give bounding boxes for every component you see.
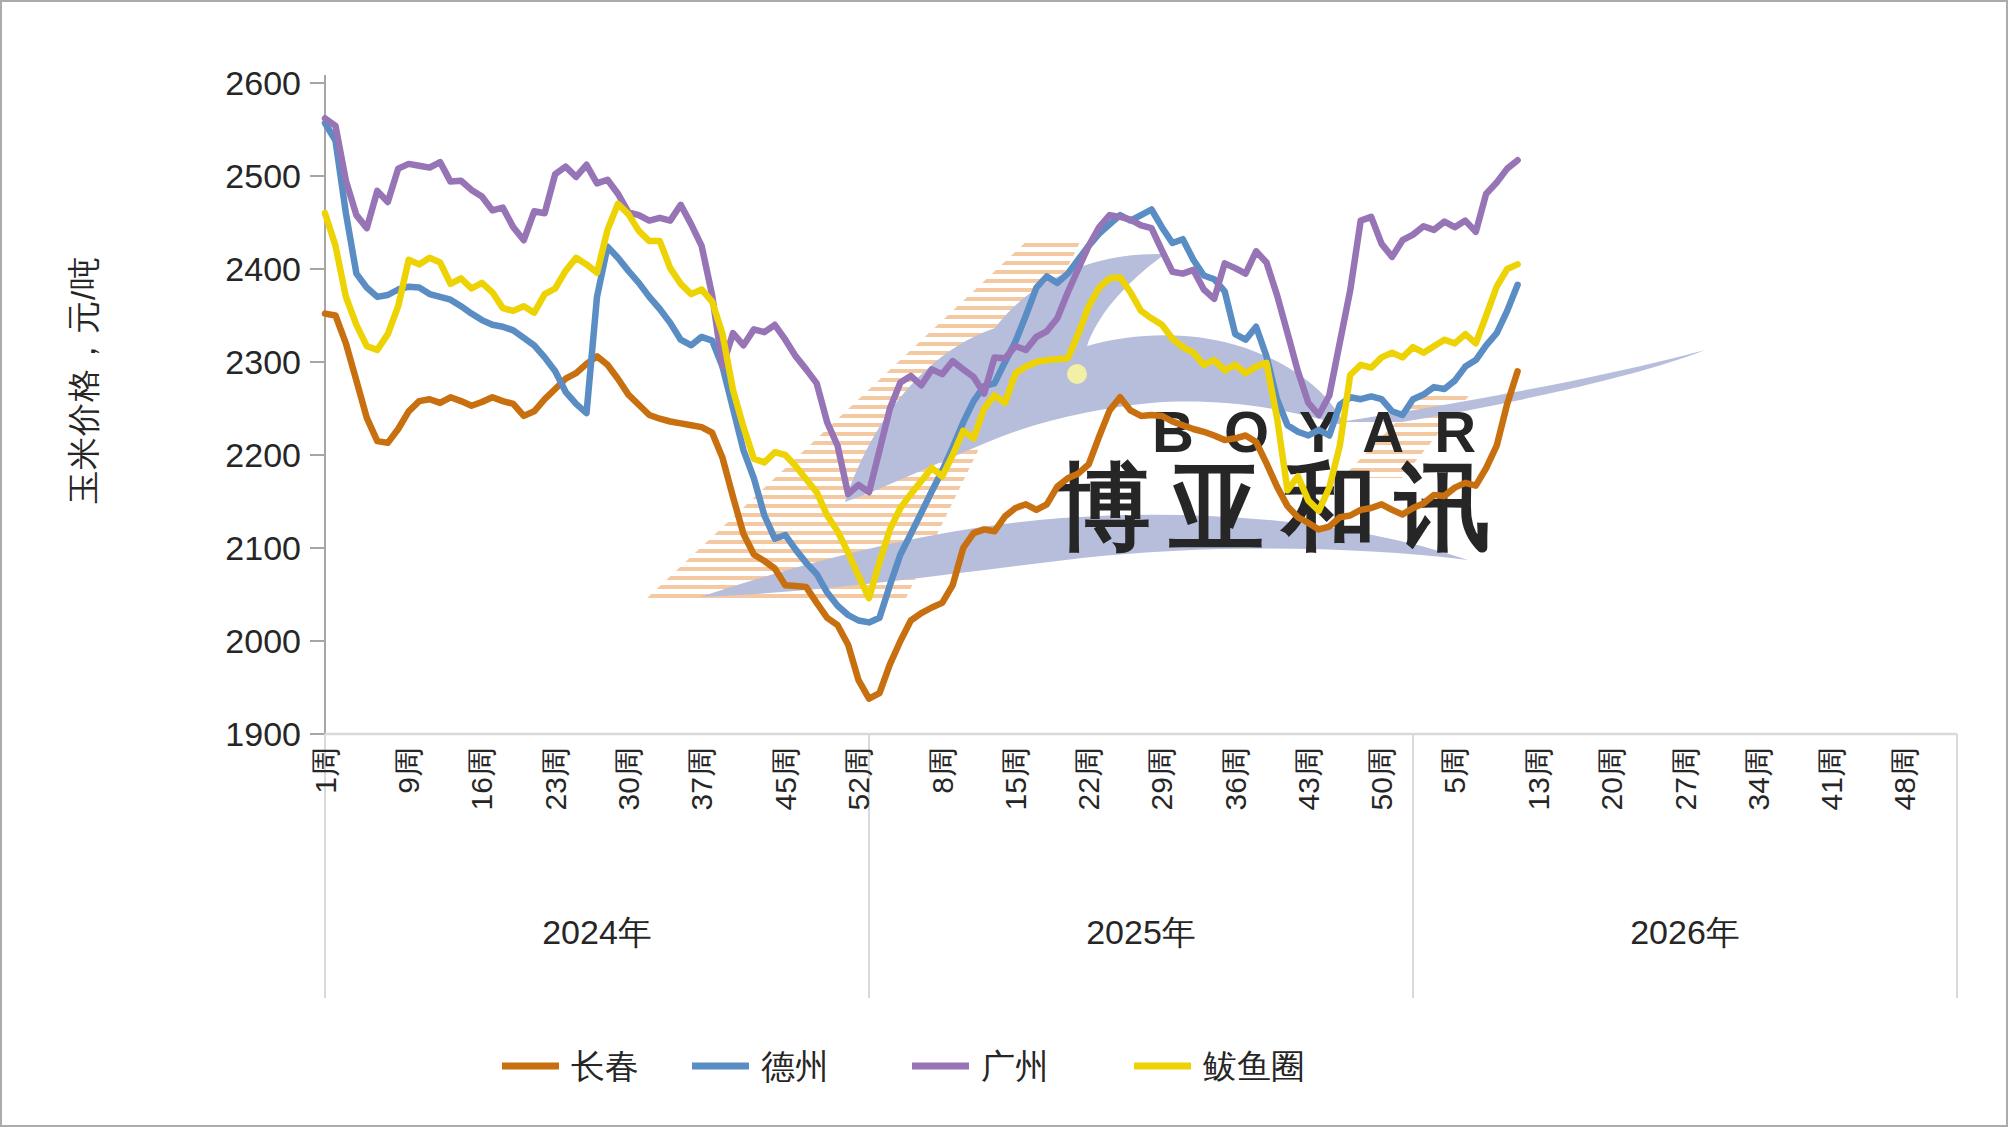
y-tick-label: 2300: [225, 343, 301, 381]
legend-label: 德州: [761, 1047, 829, 1085]
y-tick-label: 2600: [225, 64, 301, 102]
y-tick-label: 2100: [225, 529, 301, 567]
legend-label: 广州: [981, 1047, 1049, 1085]
y-tick-label: 2200: [225, 436, 301, 474]
legend-item-广州: 广州: [912, 1047, 1049, 1085]
x-tick-label: 15周: [999, 747, 1032, 810]
legend-item-鲅鱼圈: 鲅鱼圈: [1134, 1047, 1305, 1085]
chart-plot-area: BOYAR博亚和讯2600250024002300220021002000190…: [0, 0, 2008, 1127]
year-label: 2025年: [1086, 913, 1196, 951]
legend-label: 长春: [571, 1047, 639, 1085]
x-tick-label: 30周: [612, 747, 645, 810]
x-tick-label: 5周: [1438, 747, 1471, 794]
legend-label: 鲅鱼圈: [1203, 1047, 1305, 1085]
year-label: 2026年: [1630, 913, 1740, 951]
y-tick-label: 2000: [225, 622, 301, 660]
x-tick-label: 36周: [1219, 747, 1252, 810]
x-tick-label: 43周: [1292, 747, 1325, 810]
x-tick-label: 9周: [392, 747, 425, 794]
y-tick-label: 2400: [225, 250, 301, 288]
y-tick-label: 2500: [225, 157, 301, 195]
x-tick-label: 52周: [842, 747, 875, 810]
x-tick-label: 1周: [309, 747, 342, 794]
x-tick-label: 37周: [685, 747, 718, 810]
x-tick-label: 23周: [539, 747, 572, 810]
y-tick-label: 1900: [225, 715, 301, 753]
legend-item-长春: 长春: [502, 1047, 639, 1085]
watermark-bird-eye: [1067, 364, 1087, 384]
x-tick-label: 13周: [1522, 747, 1555, 810]
x-tick-label: 48周: [1888, 747, 1921, 810]
x-tick-label: 29周: [1145, 747, 1178, 810]
x-tick-label: 16周: [465, 747, 498, 810]
x-tick-label: 41周: [1815, 747, 1848, 810]
x-tick-label: 45周: [769, 747, 802, 810]
x-tick-label: 27周: [1669, 747, 1702, 810]
legend: 长春 德州 广州 鲅鱼圈: [502, 1047, 1305, 1085]
legend-item-德州: 德州: [692, 1047, 829, 1085]
x-tick-label: 22周: [1072, 747, 1105, 810]
y-axis-title: 玉米价格，元/吨: [62, 256, 107, 504]
x-tick-label: 34周: [1742, 747, 1775, 810]
corn-price-weekly-chart: 玉米价格，元/吨 BOYAR博亚和讯2600250024002300220021…: [0, 0, 2008, 1127]
x-tick-label: 50周: [1365, 747, 1398, 810]
year-label: 2024年: [542, 913, 652, 951]
x-tick-label: 8周: [926, 747, 959, 794]
x-tick-label: 20周: [1595, 747, 1628, 810]
